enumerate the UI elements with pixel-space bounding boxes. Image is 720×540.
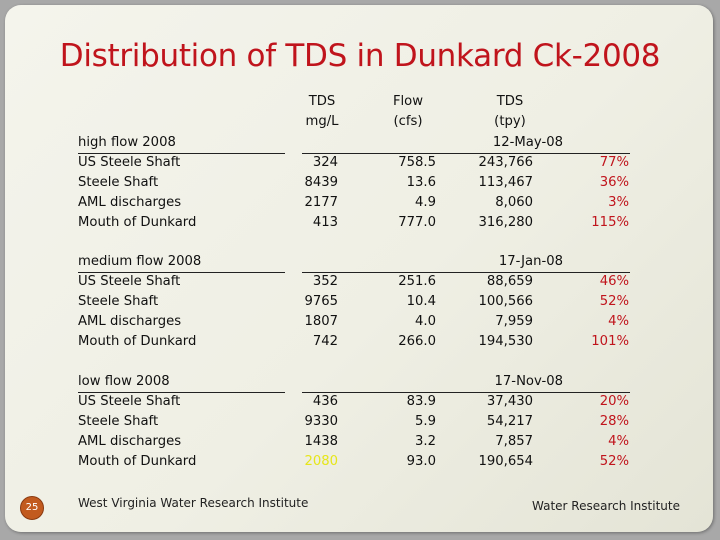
flow-value: 5.9 <box>415 414 436 429</box>
percent-value: 46% <box>599 274 629 289</box>
header-flow-line2: (cfs) <box>393 114 423 129</box>
section-rule-right <box>302 392 630 393</box>
header-tds-tpy-line1: TDS <box>496 94 524 109</box>
site-name: AML discharges <box>78 314 182 329</box>
site-name: AML discharges <box>78 195 182 210</box>
tds-mgl-value: 1438 <box>304 434 338 449</box>
tds-tpy-value: 316,280 <box>478 215 533 230</box>
percent-value: 36% <box>599 175 629 190</box>
percent-value: 4% <box>608 314 629 329</box>
tds-tpy-value: 37,430 <box>486 394 533 409</box>
flow-value: 4.9 <box>415 195 436 210</box>
section-rule-left <box>78 153 285 154</box>
site-name: Mouth of Dunkard <box>78 215 197 230</box>
site-name: Mouth of Dunkard <box>78 454 197 469</box>
header-flow-line1: Flow <box>392 94 424 109</box>
site-name: Steele Shaft <box>78 175 159 190</box>
tds-mgl-value: 2177 <box>304 195 338 210</box>
tds-mgl-value: 324 <box>312 155 338 170</box>
flow-value: 777.0 <box>398 215 436 230</box>
percent-value: 4% <box>608 434 629 449</box>
flow-value: 13.6 <box>406 175 436 190</box>
tds-tpy-value: 7,959 <box>495 314 533 329</box>
tds-mgl-value: 1807 <box>304 314 338 329</box>
header-tds-mgl-line1: TDS <box>308 94 336 109</box>
tds-tpy-value: 100,566 <box>478 294 533 309</box>
percent-value: 101% <box>591 334 629 349</box>
percent-value: 3% <box>608 195 629 210</box>
footer-left: West Virginia Water Research Institute <box>78 496 309 510</box>
percent-value: 115% <box>591 215 629 230</box>
tds-mgl-value: 413 <box>312 215 338 230</box>
flow-value: 93.0 <box>406 454 436 469</box>
site-name: Steele Shaft <box>78 294 159 309</box>
flow-value: 266.0 <box>398 334 436 349</box>
section-rule-left <box>78 272 285 273</box>
section-date: 12-May-08 <box>492 135 563 150</box>
tds-mgl-value: 436 <box>312 394 338 409</box>
slide <box>5 5 713 532</box>
percent-value: 28% <box>599 414 629 429</box>
section-label: low flow 2008 <box>78 374 170 389</box>
tds-mgl-value: 2080 <box>304 454 338 469</box>
tds-tpy-value: 243,766 <box>478 155 533 170</box>
percent-value: 77% <box>599 155 629 170</box>
tds-tpy-value: 194,530 <box>478 334 533 349</box>
tds-tpy-value: 8,060 <box>495 195 533 210</box>
site-name: Mouth of Dunkard <box>78 334 197 349</box>
flow-value: 10.4 <box>406 294 436 309</box>
tds-mgl-value: 742 <box>312 334 338 349</box>
site-name: US Steele Shaft <box>78 155 181 170</box>
section-label: medium flow 2008 <box>78 254 202 269</box>
tds-tpy-value: 7,857 <box>495 434 533 449</box>
section-rule-left <box>78 392 285 393</box>
percent-value: 52% <box>599 294 629 309</box>
slide-title: Distribution of TDS in Dunkard Ck-2008 <box>59 38 661 74</box>
percent-value: 20% <box>599 394 629 409</box>
site-name: AML discharges <box>78 434 182 449</box>
tds-tpy-value: 88,659 <box>486 274 533 289</box>
tds-tpy-value: 113,467 <box>478 175 533 190</box>
tds-tpy-value: 190,654 <box>478 454 533 469</box>
flow-value: 4.0 <box>415 314 436 329</box>
tds-mgl-value: 352 <box>312 274 338 289</box>
section-date: 17-Jan-08 <box>498 254 563 269</box>
slide-number-badge: 25 <box>20 496 44 520</box>
tds-mgl-value: 8439 <box>304 175 338 190</box>
section-date: 17-Nov-08 <box>494 374 563 389</box>
flow-value: 758.5 <box>398 155 436 170</box>
section-rule-right <box>302 153 630 154</box>
percent-value: 52% <box>599 454 629 469</box>
section-label: high flow 2008 <box>78 135 176 150</box>
flow-value: 83.9 <box>406 394 436 409</box>
site-name: Steele Shaft <box>78 414 159 429</box>
tds-mgl-value: 9330 <box>304 414 338 429</box>
flow-value: 3.2 <box>415 434 436 449</box>
section-rule-right <box>302 272 630 273</box>
flow-value: 251.6 <box>398 274 436 289</box>
footer-right: Water Research Institute <box>532 499 680 513</box>
tds-tpy-value: 54,217 <box>486 414 533 429</box>
header-tds-tpy-line2: (tpy) <box>494 114 526 129</box>
site-name: US Steele Shaft <box>78 394 181 409</box>
header-tds-mgl-line2: mg/L <box>305 114 339 129</box>
site-name: US Steele Shaft <box>78 274 181 289</box>
tds-mgl-value: 9765 <box>304 294 338 309</box>
